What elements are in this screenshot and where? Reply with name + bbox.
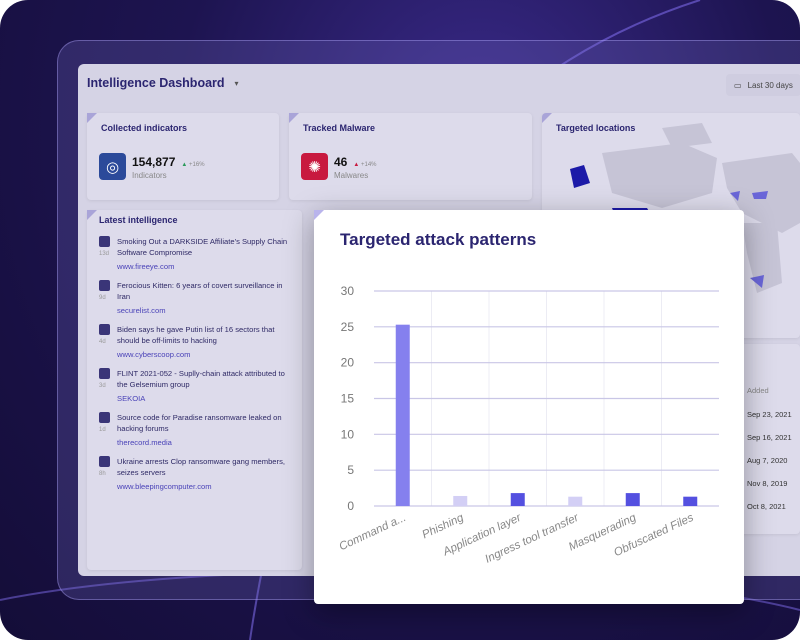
article-icon <box>99 324 110 335</box>
item-title[interactable]: Ferocious Kitten: 6 years of covert surv… <box>117 281 283 301</box>
kpi-value: 46 <box>334 155 348 169</box>
info-icon[interactable] <box>314 210 324 220</box>
tracked-malware-card: Tracked Malware ✺ 46 ▲ +14% Malwares <box>289 113 532 200</box>
item-source[interactable]: securelist.com <box>117 306 166 315</box>
y-tick-label: 5 <box>347 463 354 477</box>
card-title: Latest intelligence <box>99 215 178 225</box>
y-tick-label: 25 <box>341 320 355 334</box>
x-tick-label: Ingress tool transfer <box>483 511 581 565</box>
x-tick-label: Phishing <box>420 512 466 542</box>
info-icon[interactable] <box>87 210 97 220</box>
item-age: 13d <box>99 251 110 257</box>
intel-item[interactable]: 1d Source code for Paradise ransomware le… <box>99 412 294 447</box>
item-title[interactable]: Ukraine arrests Clop ransomware gang mem… <box>117 457 285 477</box>
table-date: Nov 8, 2019 <box>747 479 788 488</box>
intel-list: 13d Smoking Out a DARKSIDE Affiliate's Su… <box>99 236 294 491</box>
y-tick-label: 15 <box>341 392 355 406</box>
item-source[interactable]: www.bleepingcomputer.com <box>117 482 212 491</box>
kpi-value: 154,877 <box>132 155 176 169</box>
item-source[interactable]: www.fireeye.com <box>117 262 175 271</box>
bar[interactable] <box>625 493 640 506</box>
fingerprint-icon: ◎ <box>99 153 126 180</box>
card-title: Targeted locations <box>556 123 636 133</box>
item-source[interactable]: www.cyberscoop.com <box>117 350 191 359</box>
y-tick-label: 10 <box>341 427 355 441</box>
highlighted-country <box>730 191 740 201</box>
highlighted-country <box>750 275 764 288</box>
collected-indicators-card: Collected indicators ◎ 154,877 ▲ +16% Indi… <box>87 113 279 200</box>
latest-intelligence-card: Latest intelligence 13d Smoking Out a DAR… <box>87 210 302 570</box>
item-source[interactable]: therecord.media <box>117 438 172 447</box>
article-icon <box>99 368 110 379</box>
kpi-label: Malwares <box>334 171 369 180</box>
x-tick-label: Command a... <box>337 512 408 553</box>
card-title: Tracked Malware <box>303 123 376 133</box>
intel-item[interactable]: 9d Ferocious Kitten: 6 years of covert su… <box>99 280 294 315</box>
date-range-label: Last 30 days <box>747 80 793 90</box>
title-dropdown-icon[interactable]: ▾ <box>234 78 239 88</box>
kpi-label: Indicators <box>132 171 167 180</box>
intel-item[interactable]: 4d Biden says he gave Putin list of 16 se… <box>99 324 294 359</box>
item-title[interactable]: FLINT 2021-052 - Suplly-chain attack att… <box>117 369 285 389</box>
bar[interactable] <box>683 496 698 506</box>
item-title[interactable]: Source code for Paradise ransomware leak… <box>117 413 282 433</box>
table-date: Sep 23, 2021 <box>747 410 792 419</box>
date-range-button[interactable]: ▭ Last 30 days <box>726 74 800 96</box>
info-icon[interactable] <box>87 113 97 123</box>
item-title[interactable]: Biden says he gave Putin list of 16 sect… <box>117 325 275 345</box>
item-age: 9d <box>99 295 106 301</box>
intel-item[interactable]: 13d Smoking Out a DARKSIDE Affiliate's Su… <box>99 236 294 271</box>
item-age: 4d <box>99 339 106 345</box>
kpi-delta: ▲ +14% <box>353 162 377 168</box>
highlighted-country <box>752 191 768 199</box>
intel-item[interactable]: 3d FLINT 2021-052 - Suplly-chain attack a… <box>99 368 294 403</box>
bar[interactable] <box>395 324 410 506</box>
chart-title: Targeted attack patterns <box>340 230 537 249</box>
table-date: Aug 7, 2020 <box>747 456 788 465</box>
y-tick-label: 0 <box>347 499 354 513</box>
table-date: Oct 8, 2021 <box>747 502 786 511</box>
bar[interactable] <box>568 496 583 506</box>
y-tick-label: 20 <box>341 356 355 370</box>
item-age: 1d <box>99 427 106 433</box>
bar[interactable] <box>453 495 468 506</box>
item-title[interactable]: Smoking Out a DARKSIDE Affiliate's Suppl… <box>117 237 288 257</box>
column-header-added[interactable]: Added <box>747 386 769 395</box>
calendar-icon: ▭ <box>734 80 742 90</box>
item-source[interactable]: SEKOIA <box>117 394 146 403</box>
page-title: Intelligence Dashboard <box>87 76 225 90</box>
attack-patterns-card: Targeted attack patterns 0 5 10 15 20 25 30 Com… <box>314 210 744 604</box>
article-icon <box>99 236 110 247</box>
item-age: 8h <box>99 471 106 477</box>
info-icon[interactable] <box>289 113 299 123</box>
bar[interactable] <box>510 493 525 506</box>
table-date: Sep 16, 2021 <box>747 433 792 442</box>
article-icon <box>99 280 110 291</box>
article-icon <box>99 456 110 467</box>
card-title: Collected indicators <box>101 123 188 133</box>
highlighted-country <box>570 165 590 188</box>
bug-icon: ✺ <box>301 153 328 180</box>
item-age: 3d <box>99 383 106 389</box>
info-icon[interactable] <box>542 113 552 123</box>
world-map[interactable] <box>542 113 800 338</box>
intel-item[interactable]: 8h Ukraine arrests Clop ransomware gang m… <box>99 456 294 491</box>
y-tick-label: 30 <box>341 284 355 298</box>
kpi-delta: ▲ +16% <box>181 162 205 168</box>
article-icon <box>99 412 110 423</box>
